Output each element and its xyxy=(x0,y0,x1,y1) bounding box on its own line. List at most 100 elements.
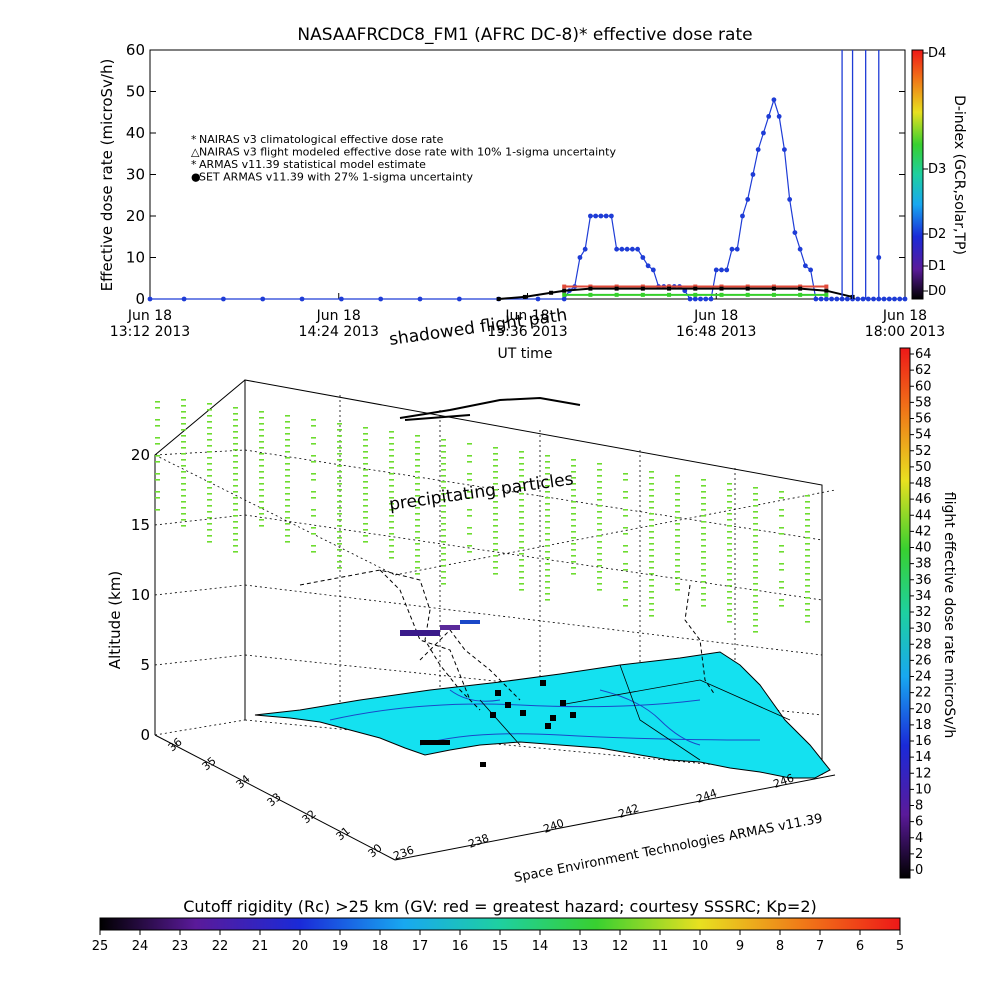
precip-dot xyxy=(701,521,706,523)
precip-dot xyxy=(493,549,498,551)
precip-dot xyxy=(623,509,628,511)
precip-dot xyxy=(415,549,420,551)
precip-dot xyxy=(571,525,576,527)
precip-dot xyxy=(415,483,420,485)
precip-dot xyxy=(389,479,394,481)
series-point xyxy=(378,296,384,302)
precip-dot xyxy=(155,407,160,409)
precip-dot xyxy=(311,533,316,535)
precip-dot xyxy=(389,455,394,457)
dose-tick-label: 4 xyxy=(915,831,923,846)
precip-dot xyxy=(233,419,238,421)
precip-dot xyxy=(285,523,290,525)
precip-dot xyxy=(181,465,186,467)
precip-dot xyxy=(675,487,680,489)
precip-dot xyxy=(675,589,680,591)
precip-dot xyxy=(181,459,186,461)
series-point xyxy=(593,213,599,219)
precip-dot xyxy=(441,505,446,507)
precip-dot xyxy=(233,431,238,433)
precip-dot xyxy=(805,609,810,611)
precip-dot xyxy=(467,473,472,475)
precip-dot xyxy=(467,497,472,499)
series-point xyxy=(562,288,567,293)
precip-dot xyxy=(545,503,550,505)
precip-dot xyxy=(415,447,420,449)
precip-dot xyxy=(571,495,576,497)
dose-tick-label: 58 xyxy=(915,395,932,410)
series-point xyxy=(813,296,819,302)
precip-dot xyxy=(597,547,602,549)
precip-dot xyxy=(623,497,628,499)
precip-dot xyxy=(389,485,394,487)
precip-dot xyxy=(181,489,186,491)
precip-dot xyxy=(545,533,550,535)
precip-dot xyxy=(519,463,524,465)
precip-dot xyxy=(623,551,628,553)
precip-dot xyxy=(311,545,316,547)
precip-dot xyxy=(493,495,498,497)
series-point xyxy=(667,292,672,297)
precip-dot xyxy=(649,603,654,605)
legend-label: NAIRAS v3 climatological effective dose … xyxy=(199,133,444,146)
precip-dot xyxy=(597,577,602,579)
precip-dot xyxy=(181,423,186,425)
x-tick-date: Jun 18 xyxy=(693,308,738,324)
series-point xyxy=(823,296,829,302)
precip-dot xyxy=(467,527,472,529)
precip-dot xyxy=(233,533,238,535)
series-point xyxy=(535,296,541,302)
precip-dot xyxy=(259,417,264,419)
precip-dot xyxy=(519,583,524,585)
precip-dot xyxy=(675,559,680,561)
precip-dot xyxy=(363,433,368,435)
precip-dot xyxy=(571,561,576,563)
precip-dot xyxy=(571,537,576,539)
precip-dot xyxy=(259,483,264,485)
precip-dot xyxy=(155,491,160,493)
precip-dot xyxy=(415,501,420,503)
series-point xyxy=(798,284,803,289)
precip-dot xyxy=(441,475,446,477)
precip-dot xyxy=(415,495,420,497)
series-point xyxy=(640,284,645,289)
dose-tick-label: 12 xyxy=(915,766,932,781)
series-point xyxy=(692,296,698,302)
precip-dot xyxy=(805,615,810,617)
precip-dot xyxy=(337,483,342,485)
precip-dot xyxy=(727,621,732,623)
rigidity-tick-label: 10 xyxy=(692,939,709,954)
precip-dot xyxy=(753,565,758,567)
precip-dot xyxy=(597,517,602,519)
series-point xyxy=(562,284,567,289)
longitude-tick-label: 242 xyxy=(617,801,641,820)
precip-dot xyxy=(701,503,706,505)
dose-tick-label: 0 xyxy=(915,863,923,878)
series-point xyxy=(598,213,604,219)
precip-dot xyxy=(337,513,342,515)
precip-dot xyxy=(493,459,498,461)
precip-dot xyxy=(623,533,628,535)
precip-dot xyxy=(805,549,810,551)
precip-dot xyxy=(311,491,316,493)
dose-colorbar-label: flight effective dose rate microSv/h xyxy=(941,492,957,738)
y-axis-label: Effective dose rate (microSv/h) xyxy=(98,59,116,292)
precip-dot xyxy=(779,605,784,607)
altitude-axis-label: Altitude (km) xyxy=(106,571,124,669)
precip-dot xyxy=(389,497,394,499)
precip-dot xyxy=(623,527,628,529)
precip-dot xyxy=(675,517,680,519)
series-point xyxy=(871,296,876,302)
precip-dot xyxy=(727,567,732,569)
precip-dot xyxy=(181,411,186,413)
dose-tick-label: 8 xyxy=(915,799,923,814)
precip-dot xyxy=(389,527,394,529)
x-tick-date: Jun 18 xyxy=(504,308,549,324)
precip-dot xyxy=(259,525,264,527)
precip-dot xyxy=(259,411,264,413)
altitude-ticks: 0 5 10 15 20 xyxy=(131,446,150,744)
precip-dot xyxy=(441,469,446,471)
precip-dot xyxy=(233,491,238,493)
legend-marker: * xyxy=(191,133,197,146)
